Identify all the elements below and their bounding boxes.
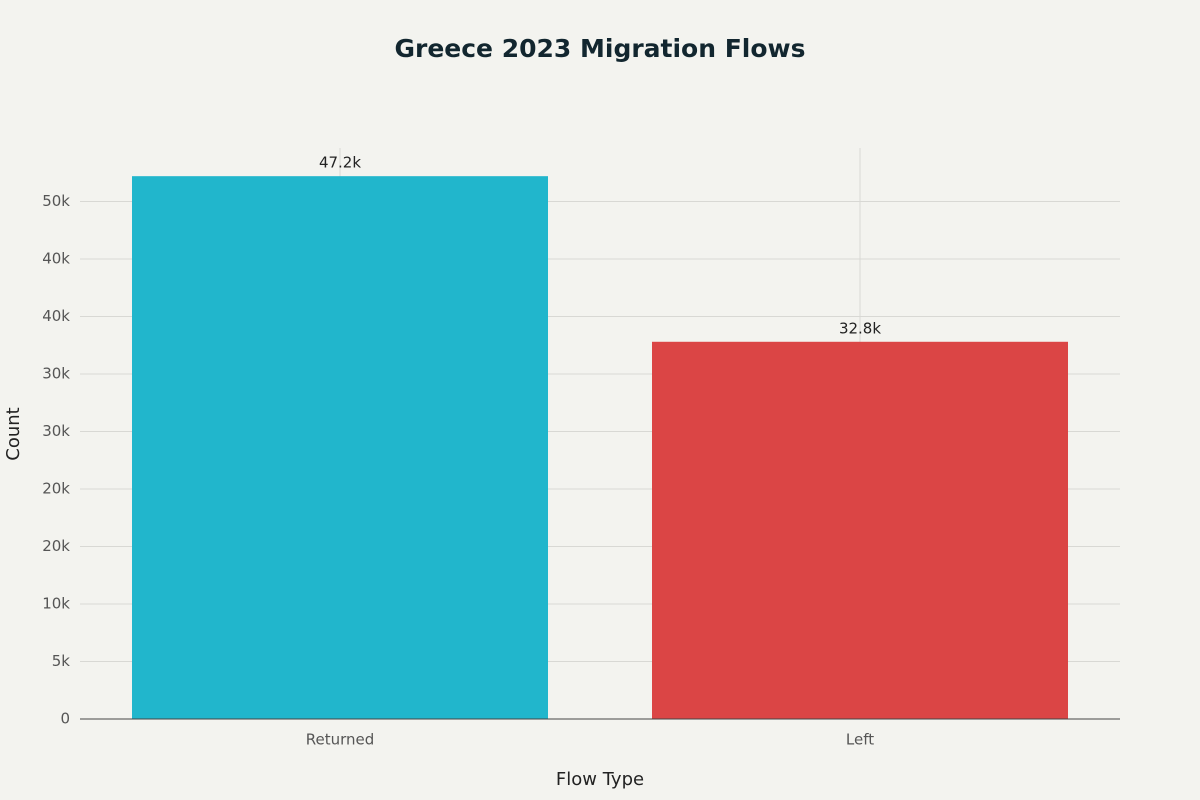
bar [132,176,548,719]
data-label: 47.2k [319,154,361,172]
x-axis-title: Flow Type [556,769,644,790]
data-label: 32.8k [839,319,881,337]
y-tick-label: 20k [42,537,70,555]
bar [652,341,1068,719]
y-tick-label: 30k [42,422,70,440]
y-tick-label: 20k [42,479,70,497]
x-tick-label: Left [846,731,874,749]
y-tick-label: 30k [42,364,70,382]
y-axis-title: Count [3,407,24,460]
y-tick-label: 40k [42,307,70,325]
x-tick-label: Returned [306,731,375,749]
chart-title: Greece 2023 Migration Flows [394,34,805,63]
y-tick-label: 0 [60,710,70,728]
y-tick-label: 50k [42,192,70,210]
y-tick-label: 40k [42,249,70,267]
y-tick-label: 5k [52,652,71,670]
y-tick-label: 10k [42,594,70,612]
